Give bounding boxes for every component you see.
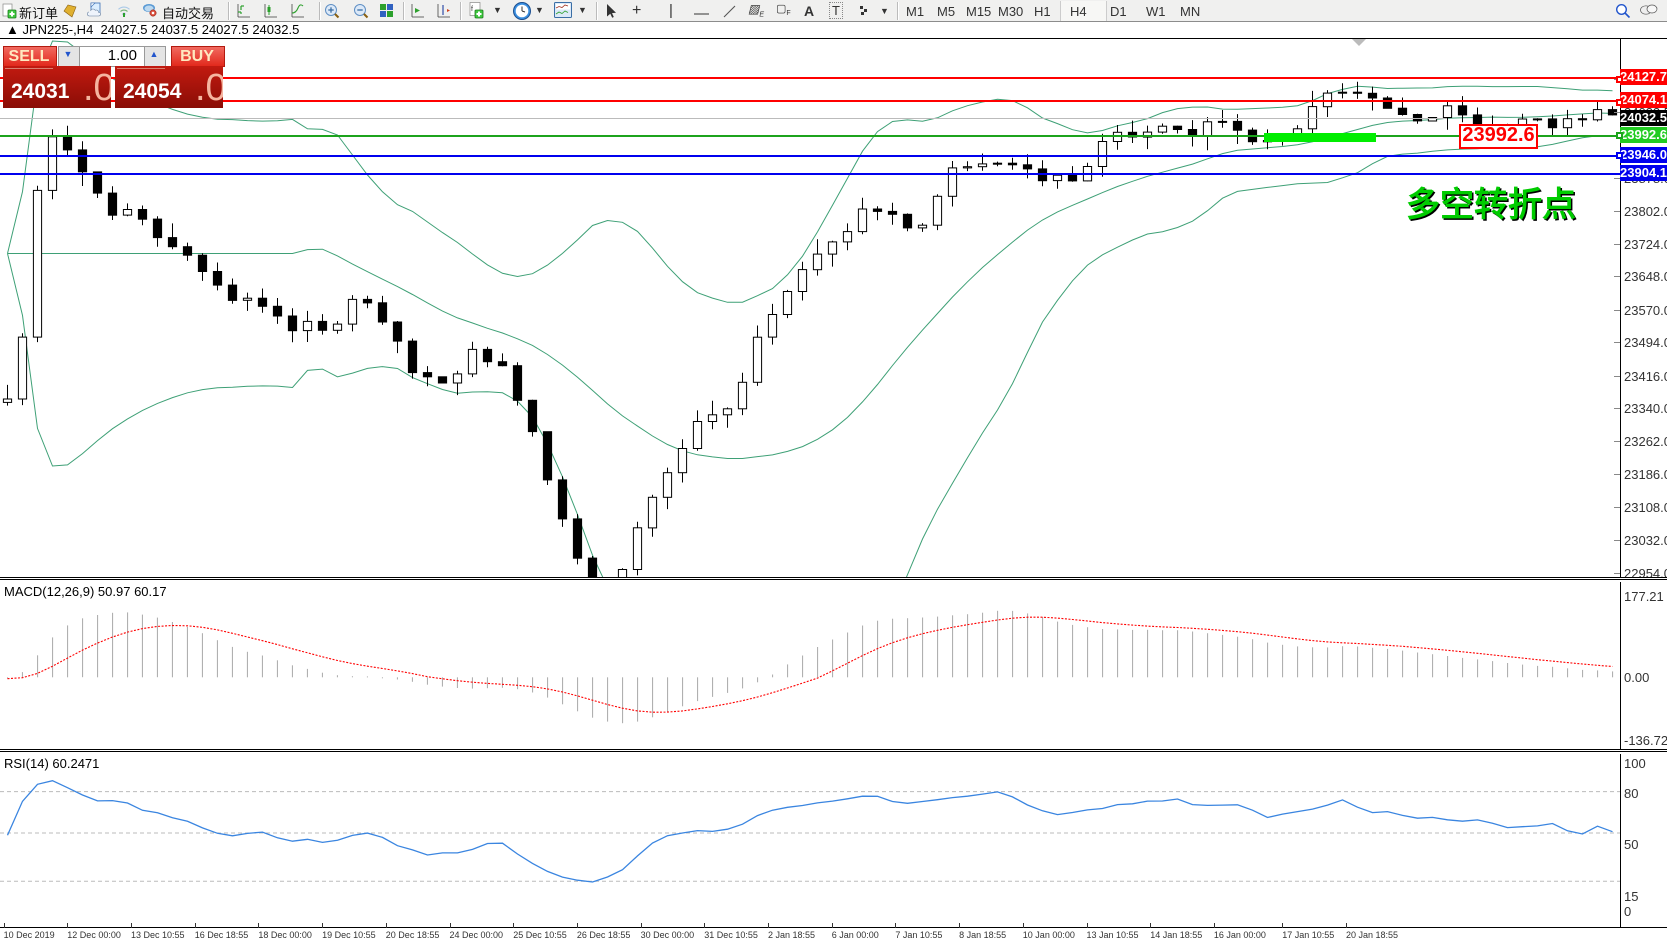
svg-text:f: f — [471, 6, 473, 13]
